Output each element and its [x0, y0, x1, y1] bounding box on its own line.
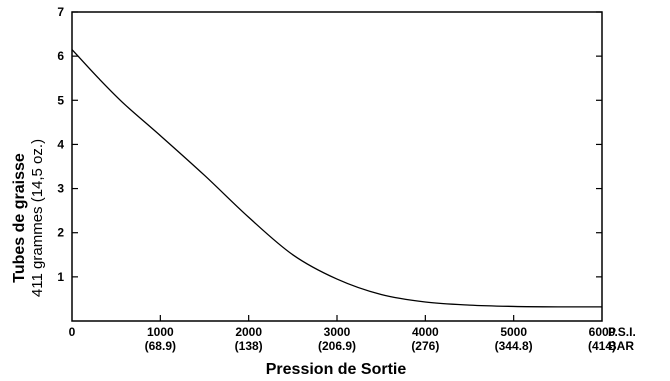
x-tick-label: 6000 [589, 325, 616, 339]
y-tick-label: 4 [57, 137, 64, 151]
y-tick-label: 7 [57, 5, 64, 19]
x-tick-label: 3000 [324, 325, 351, 339]
y-tick-label: 2 [57, 226, 64, 240]
x-axis-label: Pression de Sortie [266, 361, 407, 378]
y-tick-label: 1 [57, 270, 64, 284]
series-line [71, 49, 603, 308]
x-tick-label: 4000 [412, 325, 439, 339]
x-tick-sublabel: (344.8) [495, 339, 533, 353]
x-tick-sublabel: (414) [588, 339, 616, 353]
x-tick-label: 2000 [235, 325, 262, 339]
x-axis-ticks: 0 1000(68.9) 2000(138) 3000(206.9) 4000(276)… [69, 315, 616, 353]
y-tick-label: 3 [57, 182, 64, 196]
x-tick-label: 1000 [147, 325, 174, 339]
x-tick-label: 5000 [500, 325, 527, 339]
y-tick-label: 5 [57, 93, 64, 107]
y-axis-label: Tubes de graisse [11, 153, 28, 283]
x-tick-sublabel: (206.9) [318, 339, 356, 353]
x-tick-sublabel: (68.9) [145, 339, 176, 353]
plot-frame [71, 11, 603, 322]
y-axis-ticks: 1 2 3 4 5 6 7 [57, 5, 602, 284]
x-tick-label: 0 [69, 325, 76, 339]
y-tick-label: 6 [57, 49, 64, 63]
x-tick-sublabel: (138) [235, 339, 263, 353]
series-layer [71, 49, 603, 308]
x-unit-secondary: BAR [608, 339, 634, 353]
plot-border [71, 11, 603, 322]
x-unit-primary: P.S.I. [608, 325, 636, 339]
y-axis-sublabel: 411 grammes (14,5 oz.) [29, 139, 46, 297]
x-tick-sublabel: (276) [411, 339, 439, 353]
